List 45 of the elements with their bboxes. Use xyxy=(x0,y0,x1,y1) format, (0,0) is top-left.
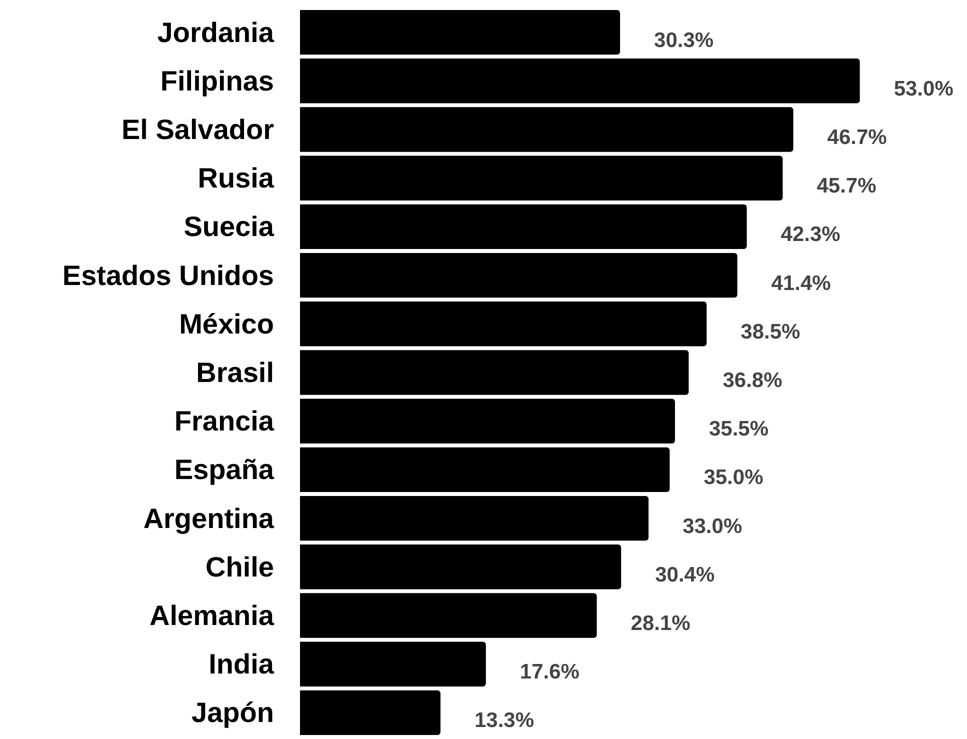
data-label: 53.0% xyxy=(894,77,954,100)
y-tick-label: Filipinas xyxy=(160,65,274,96)
y-tick-label: Argentina xyxy=(143,502,274,534)
data-label: 30.3% xyxy=(654,28,714,52)
bar xyxy=(300,544,622,590)
bar xyxy=(300,350,689,395)
data-label: 45.7% xyxy=(816,174,877,198)
y-tick-label: India xyxy=(208,648,274,680)
data-label: 17.6% xyxy=(520,660,580,684)
y-tick-label: Jordania xyxy=(157,16,274,48)
data-label: 30.4% xyxy=(655,563,715,586)
bar xyxy=(300,107,794,152)
y-tick-label: Suecia xyxy=(184,211,274,242)
bar xyxy=(300,593,597,638)
bar xyxy=(300,447,670,492)
data-label: 46.7% xyxy=(827,126,888,149)
y-tick-label: Francia xyxy=(174,406,274,437)
data-label: 36.8% xyxy=(722,369,783,392)
data-label: 28.1% xyxy=(630,612,691,635)
data-label: 35.5% xyxy=(708,418,769,441)
bar xyxy=(300,690,440,736)
bar xyxy=(300,252,738,298)
data-label: 41.4% xyxy=(771,272,832,295)
data-label: 42.3% xyxy=(780,223,841,246)
y-tick-label: Chile xyxy=(206,551,274,582)
y-tick-label: Alemania xyxy=(150,600,274,631)
bar xyxy=(300,398,675,444)
bar xyxy=(300,204,747,250)
bar xyxy=(300,10,620,55)
y-tick-label: El Salvador xyxy=(121,114,274,145)
bar xyxy=(300,496,649,541)
data-label: 35.0% xyxy=(704,466,764,490)
y-tick-label: Japón xyxy=(192,697,274,728)
data-label: 33.0% xyxy=(682,514,742,538)
y-tick-label: Rusia xyxy=(198,162,274,194)
y-tick-label: Estados Unidos xyxy=(62,260,274,291)
y-tick-label: México xyxy=(179,308,274,340)
data-label: 13.3% xyxy=(474,709,534,732)
bar xyxy=(300,302,707,346)
bar xyxy=(300,58,860,104)
bar xyxy=(300,156,783,200)
y-tick-label: Brasil xyxy=(196,357,274,388)
bar xyxy=(300,642,486,686)
data-label: 38.5% xyxy=(740,320,801,344)
y-tick-label: España xyxy=(174,454,274,486)
